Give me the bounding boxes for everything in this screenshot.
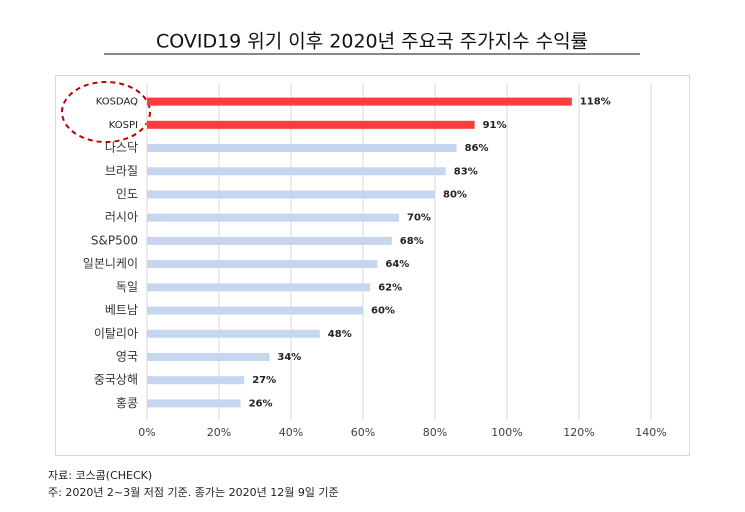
value-label: 48% bbox=[328, 329, 352, 340]
value-label: 26% bbox=[249, 398, 273, 409]
value-label: 60% bbox=[371, 306, 395, 317]
bar bbox=[147, 260, 378, 269]
y-tick-label: 나스닥 bbox=[105, 141, 138, 155]
bar bbox=[147, 306, 363, 315]
y-tick-label: 독일 bbox=[116, 280, 138, 294]
y-tick-label: 베트남 bbox=[105, 303, 138, 317]
bar bbox=[147, 167, 446, 176]
x-tick-label: 140% bbox=[635, 426, 666, 439]
bar bbox=[147, 283, 371, 292]
value-label: 64% bbox=[385, 259, 409, 270]
bar bbox=[147, 190, 435, 199]
value-label: 70% bbox=[407, 213, 431, 224]
value-label: 86% bbox=[465, 143, 489, 154]
x-tick-label: 60% bbox=[351, 426, 375, 439]
x-tick-label: 0% bbox=[138, 426, 155, 439]
bar bbox=[147, 352, 270, 361]
y-tick-label: KOSPI bbox=[109, 120, 138, 131]
x-tick-label: 20% bbox=[207, 426, 231, 439]
y-tick-label: 홍콩 bbox=[116, 396, 138, 410]
bar bbox=[147, 120, 475, 129]
y-tick-label: 인도 bbox=[116, 187, 138, 201]
bar bbox=[147, 329, 320, 338]
x-tick-label: 80% bbox=[423, 426, 447, 439]
y-tick-label: 중국상해 bbox=[94, 373, 138, 387]
value-label: 34% bbox=[277, 352, 301, 363]
x-tick-label: 40% bbox=[279, 426, 303, 439]
chart-frame bbox=[55, 75, 690, 456]
y-tick-label: 일본니케이 bbox=[83, 257, 138, 271]
y-tick-label: KOSDAQ bbox=[96, 97, 138, 108]
bar bbox=[147, 97, 572, 106]
bar bbox=[147, 213, 399, 222]
footnote: 주: 2020년 2~3월 저점 기준. 종가는 2020년 12월 9일 기준 bbox=[48, 485, 339, 499]
value-label: 62% bbox=[378, 282, 402, 293]
source-note: 자료: 코스콤(CHECK) bbox=[48, 469, 152, 482]
y-tick-label: 이탈리아 bbox=[94, 326, 138, 340]
x-tick-label: 100% bbox=[491, 426, 522, 439]
value-label: 91% bbox=[483, 120, 507, 131]
value-label: 118% bbox=[580, 97, 611, 108]
y-tick-label: 브라질 bbox=[105, 164, 138, 178]
y-tick-label: S&P500 bbox=[91, 233, 138, 247]
value-label: 68% bbox=[400, 236, 424, 247]
bar bbox=[147, 399, 241, 408]
value-label: 27% bbox=[252, 375, 276, 386]
bar bbox=[147, 144, 457, 153]
y-tick-label: 영국 bbox=[116, 349, 138, 363]
x-tick-label: 120% bbox=[563, 426, 594, 439]
y-tick-label: 러시아 bbox=[105, 210, 138, 224]
value-label: 80% bbox=[443, 189, 467, 200]
bar bbox=[147, 376, 245, 385]
value-label: 83% bbox=[454, 166, 478, 177]
bar bbox=[147, 236, 392, 245]
highlight-ellipse bbox=[61, 81, 151, 143]
chart-title: COVID19 위기 이후 2020년 주요국 주가지수 수익률 bbox=[156, 31, 588, 53]
